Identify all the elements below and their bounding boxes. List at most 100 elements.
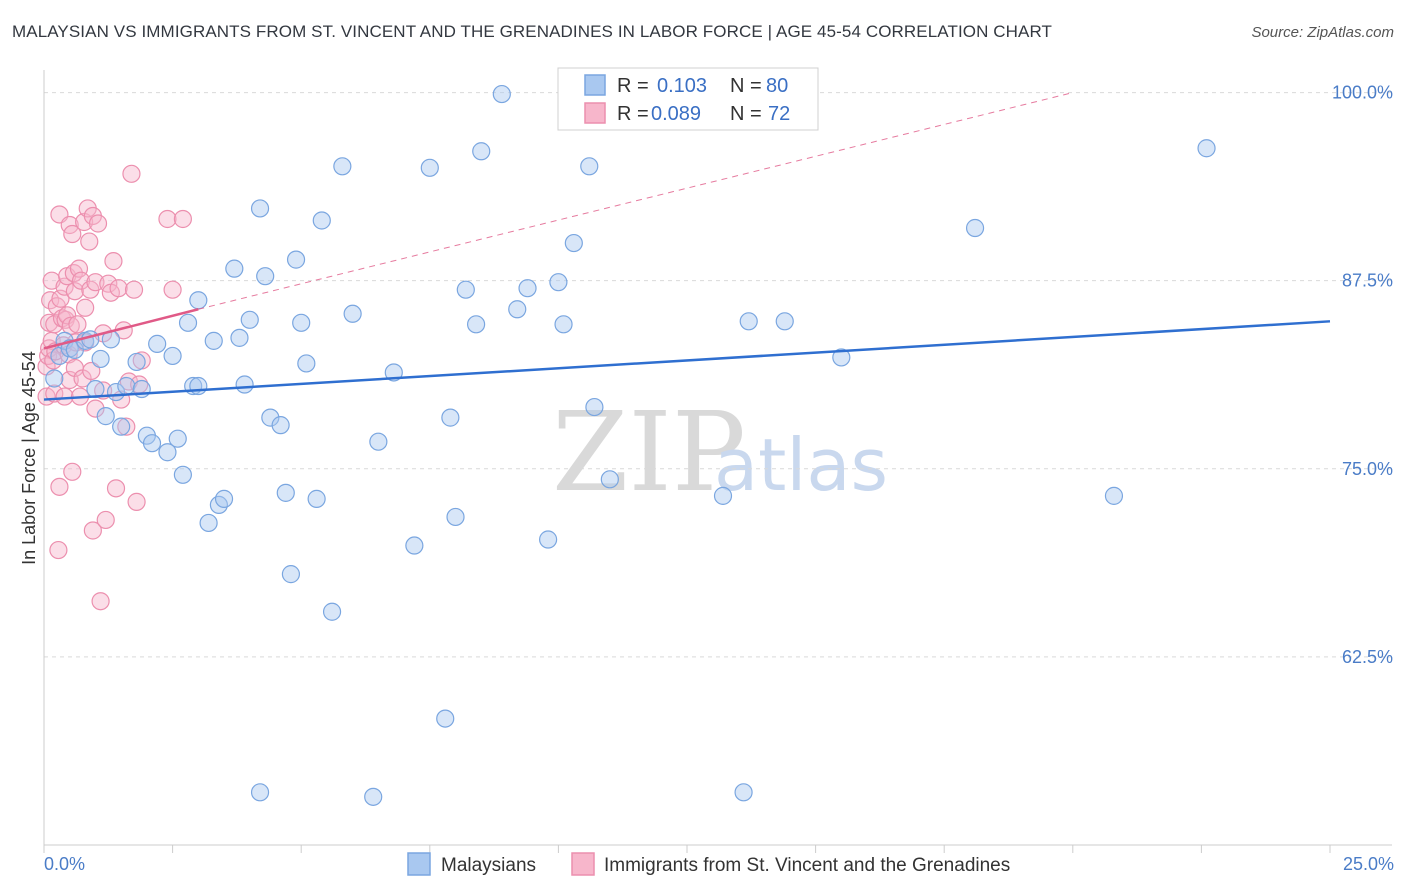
watermark: ZIP atlas: [552, 388, 888, 516]
point-immigrants: [88, 214, 108, 233]
point-malaysians: [214, 489, 234, 508]
y-tick-label: 62.5%: [1342, 647, 1393, 667]
point-immigrants: [117, 417, 136, 436]
point-malaysians: [292, 313, 311, 332]
point-malaysians: [832, 348, 851, 367]
point-malaysians: [112, 417, 131, 436]
point-malaysians: [256, 267, 275, 286]
y-axis-label: In Labor Force | Age 45-54: [19, 351, 39, 565]
y-tick-label: 100.0%: [1332, 83, 1393, 103]
bottom-legend-label-malaysians: Malaysians: [441, 855, 536, 876]
point-immigrants: [80, 232, 99, 251]
watermark-atlas: atlas: [714, 423, 888, 507]
point-malaysians: [297, 354, 316, 373]
point-malaysians: [600, 470, 619, 489]
point-immigrants: [63, 224, 82, 244]
point-malaysians: [163, 346, 182, 366]
point-malaysians: [564, 233, 583, 253]
point-immigrants: [122, 164, 141, 183]
point-immigrants: [127, 492, 146, 511]
legend-swatch-immigrants: [584, 102, 606, 124]
point-immigrants: [49, 540, 68, 560]
point-malaysians: [441, 408, 460, 427]
point-malaysians: [148, 334, 167, 353]
point-malaysians: [549, 273, 568, 292]
x-tick-label-max: 25.0%: [1343, 854, 1394, 874]
legend-n-label-immigrants: N =: [730, 103, 762, 125]
point-malaysians: [518, 279, 537, 298]
point-malaysians: [235, 375, 254, 394]
point-immigrants: [163, 280, 182, 299]
point-malaysians: [189, 291, 208, 310]
y-tick-label: 75.0%: [1342, 459, 1393, 479]
point-malaysians: [405, 536, 424, 555]
trend-line-immigrants: [43, 308, 199, 350]
point-malaysians: [286, 250, 306, 269]
point-immigrants: [55, 277, 74, 296]
point-immigrants: [173, 209, 192, 229]
point-malaysians: [446, 507, 465, 527]
legend-swatch-malaysians: [584, 74, 606, 96]
legend-n-value-immigrants: 72: [768, 103, 790, 125]
point-immigrants: [124, 280, 144, 299]
point-malaysians: [276, 483, 295, 502]
bottom-legend-swatch-immigrants: [571, 852, 595, 876]
point-immigrants: [109, 279, 128, 298]
point-immigrants: [63, 462, 82, 481]
point-malaysians: [250, 783, 270, 802]
point-malaysians: [173, 465, 192, 484]
chart-title: MALAYSIAN VS IMMIGRANTS FROM ST. VINCENT…: [12, 22, 1053, 41]
legend-box: R = 0.103 N = 80 R = 0.089 N = 72: [557, 67, 819, 131]
legend-n-label-malaysians: N =: [730, 75, 762, 97]
point-malaysians: [554, 315, 573, 334]
point-malaysians: [539, 530, 558, 549]
point-immigrants: [104, 252, 123, 271]
point-immigrants: [58, 306, 77, 325]
legend-r-value-malaysians: 0.103: [657, 75, 707, 97]
point-immigrants: [91, 592, 110, 611]
axes: [43, 70, 1392, 853]
point-malaysians: [225, 259, 244, 278]
point-malaysians: [420, 158, 439, 177]
point-malaysians: [240, 310, 259, 329]
point-malaysians: [436, 709, 455, 728]
point-malaysians: [343, 304, 362, 323]
point-malaysians: [158, 443, 177, 462]
point-immigrants: [158, 209, 177, 229]
point-malaysians: [456, 280, 475, 299]
point-immigrants: [86, 399, 105, 418]
bottom-legend-label-immigrants: Immigrants from St. Vincent and the Gren…: [604, 855, 1010, 876]
point-immigrants: [83, 521, 102, 540]
point-malaysians: [585, 397, 604, 417]
point-malaysians: [312, 211, 331, 230]
trend-lines: [43, 92, 1331, 401]
point-malaysians: [369, 432, 388, 451]
point-malaysians: [1197, 139, 1216, 158]
point-malaysians: [199, 513, 218, 533]
point-immigrants: [65, 282, 84, 301]
point-malaysians: [466, 315, 486, 334]
point-immigrants: [68, 315, 87, 334]
point-malaysians: [250, 199, 270, 218]
point-malaysians: [322, 602, 342, 621]
point-malaysians: [142, 434, 162, 453]
point-immigrants: [82, 361, 101, 381]
point-malaysians: [127, 352, 146, 372]
point-malaysians: [333, 157, 352, 176]
gridlines: [44, 92, 1392, 658]
point-malaysians: [271, 416, 290, 435]
point-malaysians: [230, 328, 249, 347]
y-tick-label: 87.5%: [1342, 271, 1393, 291]
point-immigrants: [55, 387, 74, 406]
point-malaysians: [117, 376, 136, 396]
point-malaysians: [580, 157, 599, 176]
point-immigrants: [51, 289, 70, 308]
point-malaysians: [734, 783, 753, 802]
legend-n-value-malaysians: 80: [766, 75, 788, 97]
point-malaysians: [168, 429, 187, 448]
y-tick-labels: 62.5% 75.0% 87.5% 100.0%: [1332, 83, 1393, 667]
point-malaysians: [384, 363, 403, 382]
watermark-zip: ZIP: [552, 388, 746, 516]
point-immigrants: [50, 477, 69, 496]
